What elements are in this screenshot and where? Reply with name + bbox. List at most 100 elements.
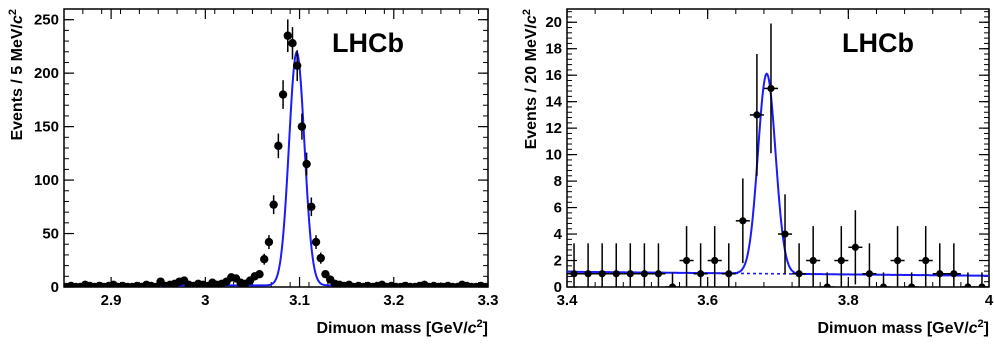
- y-tick-label: 50: [42, 226, 59, 243]
- data-point: [297, 113, 307, 140]
- data-point: [623, 243, 638, 287]
- data-marker: [879, 283, 888, 287]
- data-marker: [809, 256, 817, 265]
- y-tick-label: 8: [554, 173, 562, 190]
- data-point: [721, 243, 736, 287]
- x-tick-label: 3: [201, 292, 209, 309]
- data-marker: [767, 84, 775, 93]
- data-point: [693, 243, 708, 287]
- data-point: [918, 226, 933, 287]
- lhcb-label: LHCb: [332, 28, 404, 58]
- data-point: [609, 243, 624, 287]
- data-marker: [302, 159, 311, 169]
- x-tick-label: 3.8: [838, 292, 859, 309]
- data-point: [834, 226, 849, 287]
- data-series: [567, 23, 989, 287]
- data-marker: [795, 270, 803, 278]
- data-point: [255, 269, 264, 279]
- data-point: [637, 243, 652, 287]
- data-point: [307, 197, 316, 217]
- x-tick-label: 3.6: [697, 292, 718, 309]
- data-point: [567, 243, 582, 287]
- data-marker: [264, 237, 274, 247]
- x-axis-title: Dimuon mass [GeV/c2]: [316, 318, 488, 337]
- data-marker: [725, 270, 733, 278]
- data-marker: [311, 237, 321, 247]
- data-point: [581, 243, 596, 287]
- data-marker: [739, 217, 747, 225]
- plot-frame: [566, 8, 990, 288]
- y-tick-label: 10: [545, 147, 562, 164]
- data-point: [269, 195, 278, 215]
- data-marker: [307, 202, 316, 212]
- data-point: [876, 272, 891, 287]
- data-marker: [612, 270, 620, 278]
- data-point: [274, 133, 283, 159]
- y-tick-label: 18: [545, 41, 562, 58]
- data-point: [974, 272, 989, 287]
- data-marker: [260, 255, 269, 264]
- data-series: [64, 19, 488, 287]
- background-curve: [567, 270, 989, 277]
- data-marker: [978, 283, 986, 287]
- data-marker: [697, 270, 705, 278]
- y-tick-label: 2: [554, 253, 562, 270]
- data-marker: [297, 122, 307, 131]
- data-marker: [654, 270, 663, 278]
- data-marker: [682, 256, 691, 265]
- data-marker: [269, 200, 278, 209]
- data-point: [932, 243, 947, 287]
- data-point: [679, 226, 694, 287]
- data-point: [278, 80, 288, 109]
- data-marker: [316, 253, 325, 263]
- y-axis-title: Events / 20 MeV/c2: [521, 9, 540, 149]
- x-tick-label: 3.3: [478, 292, 499, 309]
- data-marker: [570, 270, 578, 278]
- y-tick-label: 0: [51, 279, 59, 296]
- data-marker: [908, 283, 916, 287]
- data-point: [904, 272, 919, 287]
- data-marker: [274, 141, 283, 151]
- y-tick-label: 150: [34, 119, 59, 136]
- data-marker: [584, 270, 592, 278]
- data-point: [778, 194, 793, 274]
- x-tick-label: 4: [985, 292, 994, 309]
- data-point: [595, 243, 610, 287]
- data-marker: [626, 270, 634, 278]
- data-point: [288, 27, 297, 60]
- data-point: [283, 19, 292, 53]
- y-tick-label: 16: [545, 67, 562, 84]
- y-tick-label: 20: [545, 14, 562, 31]
- data-marker: [288, 39, 297, 48]
- data-marker: [668, 283, 677, 287]
- data-point: [890, 226, 905, 287]
- data-point: [316, 252, 325, 264]
- data-marker: [293, 61, 302, 70]
- data-point: [960, 272, 975, 287]
- chart-panel-right: 3.4 3.6 3.8 4 0 2 4 6 8 10 12 14 16 18 20 Dimuon mass […: [521, 8, 994, 337]
- data-marker: [964, 283, 972, 287]
- data-point: [735, 178, 750, 264]
- plot-area: [567, 23, 989, 287]
- data-point: [946, 243, 961, 287]
- data-point: [792, 243, 807, 287]
- data-marker: [255, 269, 264, 279]
- y-tick-label: 0: [554, 279, 562, 296]
- data-point: [651, 243, 666, 287]
- data-point: [311, 235, 321, 250]
- data-marker: [851, 243, 859, 251]
- fit-curve: [64, 51, 488, 287]
- data-marker: [950, 270, 958, 278]
- x-tick-label: 3.4: [557, 292, 579, 309]
- y-tick-label: 4: [554, 226, 563, 243]
- data-point: [264, 235, 274, 250]
- data-point: [749, 54, 764, 176]
- data-point: [293, 50, 302, 82]
- data-point: [707, 226, 722, 287]
- y-tick-label: 250: [34, 12, 59, 29]
- data-marker: [640, 270, 648, 278]
- y-tick-label: 14: [545, 94, 562, 111]
- x-tick-label: 2.9: [101, 292, 122, 309]
